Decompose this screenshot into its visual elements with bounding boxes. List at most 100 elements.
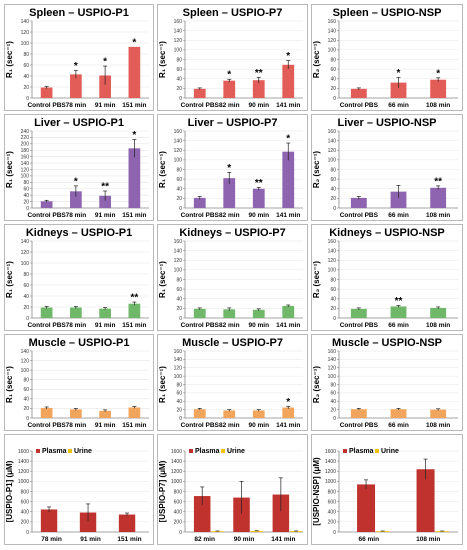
bar — [70, 409, 82, 418]
bar — [390, 306, 407, 318]
y-tick-label: 0 — [333, 316, 336, 322]
y-tick-label: 80 — [23, 378, 29, 384]
y-tick-label: 400 — [328, 510, 337, 516]
y-tick-label: 120 — [328, 258, 337, 264]
y-axis-label: [USPIO-NSP] (μM) — [312, 457, 321, 526]
bar — [40, 407, 53, 418]
y-tick-label: 140 — [328, 357, 337, 363]
x-tick-label: 108 min — [416, 536, 440, 543]
significance-marker: * — [286, 397, 290, 408]
x-tick-label: 82 min — [219, 212, 240, 219]
y-axis-label: [USPIO-P7] (μM) — [158, 460, 167, 522]
x-tick-label: 91 min — [95, 322, 116, 329]
bar — [435, 531, 449, 532]
y-tick-label: 140 — [174, 357, 183, 363]
chart-panel: Muscle – USPIO-P7 R₁ (sec⁻¹) 0 20 40 60 80 100 1… — [157, 334, 308, 431]
bar — [252, 80, 265, 98]
bar — [40, 201, 53, 208]
y-tick-label: 200 — [21, 520, 30, 526]
y-tick-label: 140 — [21, 239, 30, 245]
x-tick-label: 90 min — [234, 536, 255, 543]
legend-swatch — [221, 449, 225, 453]
bar — [40, 87, 53, 98]
significance-marker: ** — [101, 181, 109, 192]
y-tick-label: 80 — [176, 277, 182, 283]
y-tick-label: 120 — [21, 30, 30, 36]
bar — [282, 151, 295, 208]
x-tick-label: 151 min — [122, 212, 146, 219]
y-tick-label: 60 — [330, 67, 336, 73]
y-tick-label: 160 — [174, 19, 183, 25]
x-tick-label: Control PBS — [27, 102, 66, 109]
x-tick-label: 66 min — [388, 102, 409, 109]
y-tick-label: 800 — [174, 489, 183, 495]
x-tick-label: 66 min — [388, 322, 409, 329]
y-tick-label: 120 — [174, 38, 183, 44]
chart-title: Spleen – USPIO-P7 — [182, 7, 283, 19]
y-tick-label: 40 — [330, 399, 336, 405]
chart-panel: [USPIO-P1] (μM) 0 200 400 600 800 1000 1200 1400… — [4, 434, 154, 545]
y-tick-label: 100 — [328, 268, 337, 274]
y-tick-label: 800 — [328, 489, 337, 495]
x-tick-label: 91 min — [95, 422, 116, 429]
chart-title: Muscle – USPIO-NSP — [331, 337, 443, 349]
legend-label: Plasma — [42, 448, 67, 455]
significance-marker: * — [103, 57, 107, 68]
x-tick-label: 82 min — [219, 102, 240, 109]
y-tick-label: 20 — [330, 306, 336, 312]
y-tick-label: 140 — [174, 248, 183, 254]
bar — [375, 531, 390, 532]
y-tick-label: 40 — [330, 77, 336, 83]
bar — [223, 309, 236, 318]
x-tick-label: 151 min — [122, 102, 146, 109]
y-tick-label: 1200 — [325, 469, 336, 475]
legend-swatch — [375, 449, 379, 453]
legend-swatch — [189, 449, 193, 453]
x-tick-label: Control PBS — [340, 422, 379, 429]
bar — [118, 514, 136, 532]
chart-panel: Liver – USPIO-P7 R₁ (sec⁻¹) 0 20 40 60 80 100 12… — [157, 114, 308, 221]
bar — [40, 307, 53, 318]
x-tick-label: 108 min — [426, 322, 450, 329]
chart-panel: Kidneys – USPIO-NSP R₂ (sec⁻¹) 0 20 40 60 80 10… — [311, 224, 463, 331]
y-tick-label: 1400 — [171, 459, 182, 465]
y-tick-label: 0 — [179, 96, 182, 102]
x-tick-label: 141 min — [276, 212, 300, 219]
y-tick-label: 140 — [21, 161, 30, 167]
y-axis-label: R₂ (sec⁻¹) — [312, 366, 321, 403]
y-tick-label: 20 — [23, 406, 29, 412]
y-tick-label: 0 — [26, 96, 29, 102]
y-tick-label: 60 — [330, 177, 336, 183]
significance-marker: * — [132, 130, 136, 141]
x-tick-label: 91 min — [80, 536, 101, 543]
significance-marker: ** — [130, 293, 138, 304]
x-tick-label: 90 min — [248, 212, 269, 219]
y-axis-label: [USPIO-P1] (μM) — [5, 460, 14, 522]
y-tick-label: 0 — [179, 316, 182, 322]
y-tick-label: 100 — [174, 374, 183, 380]
y-axis-label: R₂ (sec⁻¹) — [312, 261, 321, 298]
y-tick-label: 80 — [330, 277, 336, 283]
y-tick-label: 140 — [328, 138, 337, 144]
y-tick-label: 180 — [21, 148, 30, 154]
x-tick-label: 78 min — [66, 422, 87, 429]
x-tick-label: 82 min — [219, 422, 240, 429]
bar — [70, 191, 82, 208]
chart-svg: R₁ (sec⁻¹) 0 20 40 60 80 100 120 140 Control PBS 7… — [5, 349, 149, 429]
bar — [289, 531, 303, 532]
y-tick-label: 0 — [333, 96, 336, 102]
chart-panel: Liver – USPIO-NSP R₂ (sec⁻¹) 0 20 40 60 80 100 1… — [311, 114, 463, 221]
y-tick-label: 60 — [330, 287, 336, 293]
significance-marker: * — [132, 37, 136, 48]
significance-marker: * — [74, 176, 78, 187]
legend-swatch — [343, 449, 347, 453]
x-tick-label: 78 min — [66, 212, 87, 219]
chart-panel: Spleen – USPIO-P7 R₁ (sec⁻¹) 0 20 40 60 80 100 1… — [157, 4, 308, 111]
y-tick-label: 160 — [174, 239, 183, 245]
y-tick-label: 40 — [176, 77, 182, 83]
y-tick-label: 80 — [176, 382, 182, 388]
chart-title: Kidneys – USPIO-NSP — [329, 227, 445, 239]
y-tick-label: 200 — [328, 520, 337, 526]
x-tick-label: 91 min — [95, 102, 116, 109]
x-tick-label: Control PBS — [340, 212, 379, 219]
